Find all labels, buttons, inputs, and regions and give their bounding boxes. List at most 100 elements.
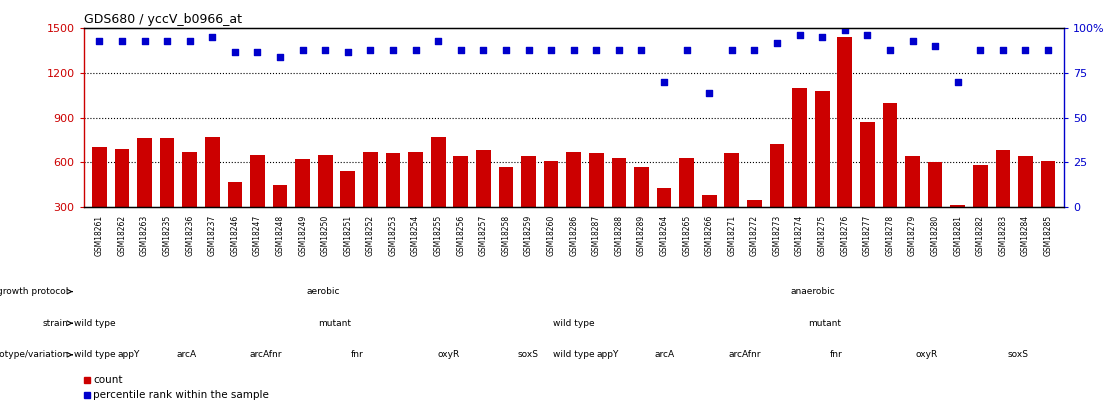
Point [677, 47, 695, 53]
Point [949, 79, 967, 85]
Point [113, 38, 130, 44]
Bar [251, 155, 265, 252]
Point [1017, 47, 1035, 53]
Bar [973, 165, 988, 252]
Point [543, 47, 560, 53]
Bar [566, 152, 582, 252]
Text: anaerobic: anaerobic [791, 287, 836, 296]
Bar [1018, 156, 1033, 252]
Bar [205, 137, 219, 252]
Bar [928, 162, 942, 252]
Text: GDS680 / yccV_b0966_at: GDS680 / yccV_b0966_at [84, 13, 242, 26]
Text: oxyR: oxyR [916, 350, 938, 359]
Bar [115, 149, 129, 252]
Text: mutant: mutant [317, 319, 351, 328]
Bar [273, 185, 287, 252]
Bar [724, 153, 740, 252]
Bar [634, 167, 648, 252]
Text: wild type: wild type [75, 350, 116, 359]
Point [994, 47, 1012, 53]
Text: wild type: wild type [75, 319, 116, 328]
Point [1039, 47, 1057, 53]
Point [339, 48, 356, 55]
Point [926, 43, 944, 49]
Point [859, 32, 877, 39]
Point [248, 48, 266, 55]
Bar [453, 156, 468, 252]
Point [791, 32, 809, 39]
Text: percentile rank within the sample: percentile rank within the sample [94, 390, 270, 400]
Bar [747, 200, 762, 252]
Bar [295, 159, 310, 252]
Bar [657, 188, 672, 252]
Bar [814, 91, 830, 252]
Bar [882, 103, 897, 252]
Bar [341, 171, 355, 252]
Point [519, 47, 537, 53]
Point [723, 47, 741, 53]
Point [384, 47, 402, 53]
Point [316, 47, 334, 53]
Point [903, 38, 921, 44]
Text: genotype/variation: genotype/variation [0, 350, 69, 359]
Bar [702, 195, 716, 252]
Point [565, 47, 583, 53]
Bar [589, 153, 604, 252]
Point [452, 47, 470, 53]
Text: appY: appY [118, 350, 140, 359]
Bar [612, 158, 626, 252]
Bar [363, 152, 378, 252]
Point [271, 54, 289, 60]
Point [429, 38, 447, 44]
Text: wild type: wild type [553, 319, 595, 328]
Bar [227, 182, 242, 252]
Bar [408, 152, 423, 252]
Bar [950, 205, 965, 252]
Bar [385, 153, 400, 252]
Bar [1040, 161, 1055, 252]
Bar [860, 122, 874, 252]
Point [655, 79, 673, 85]
Point [226, 48, 244, 55]
Point [90, 38, 108, 44]
Bar [544, 161, 558, 252]
Text: appY: appY [597, 350, 619, 359]
Bar [183, 152, 197, 252]
Bar [792, 88, 807, 252]
Point [633, 47, 651, 53]
Point [136, 38, 154, 44]
Text: soxS: soxS [1008, 350, 1028, 359]
Text: aerobic: aerobic [306, 287, 340, 296]
Point [204, 34, 222, 40]
Text: strain: strain [42, 319, 69, 328]
Bar [317, 155, 333, 252]
Text: count: count [94, 375, 123, 385]
Point [768, 39, 785, 46]
Text: fnr: fnr [351, 350, 363, 359]
Bar [838, 37, 852, 252]
Point [971, 47, 989, 53]
Bar [159, 139, 175, 252]
Point [362, 47, 380, 53]
Text: arcA: arcA [176, 350, 196, 359]
Bar [137, 139, 152, 252]
Text: arcAfnr: arcAfnr [250, 350, 282, 359]
Text: fnr: fnr [830, 350, 842, 359]
Text: wild type: wild type [553, 350, 595, 359]
Point [813, 34, 831, 40]
Point [701, 90, 719, 96]
Text: growth protocol: growth protocol [0, 287, 69, 296]
Text: arcAfnr: arcAfnr [729, 350, 761, 359]
Point [294, 47, 312, 53]
Bar [431, 137, 446, 252]
Point [881, 47, 899, 53]
Bar [499, 167, 514, 252]
Point [610, 47, 628, 53]
Point [497, 47, 515, 53]
Bar [906, 156, 920, 252]
Point [158, 38, 176, 44]
Bar [476, 150, 490, 252]
Bar [521, 156, 536, 252]
Point [745, 47, 763, 53]
Bar [770, 145, 784, 252]
